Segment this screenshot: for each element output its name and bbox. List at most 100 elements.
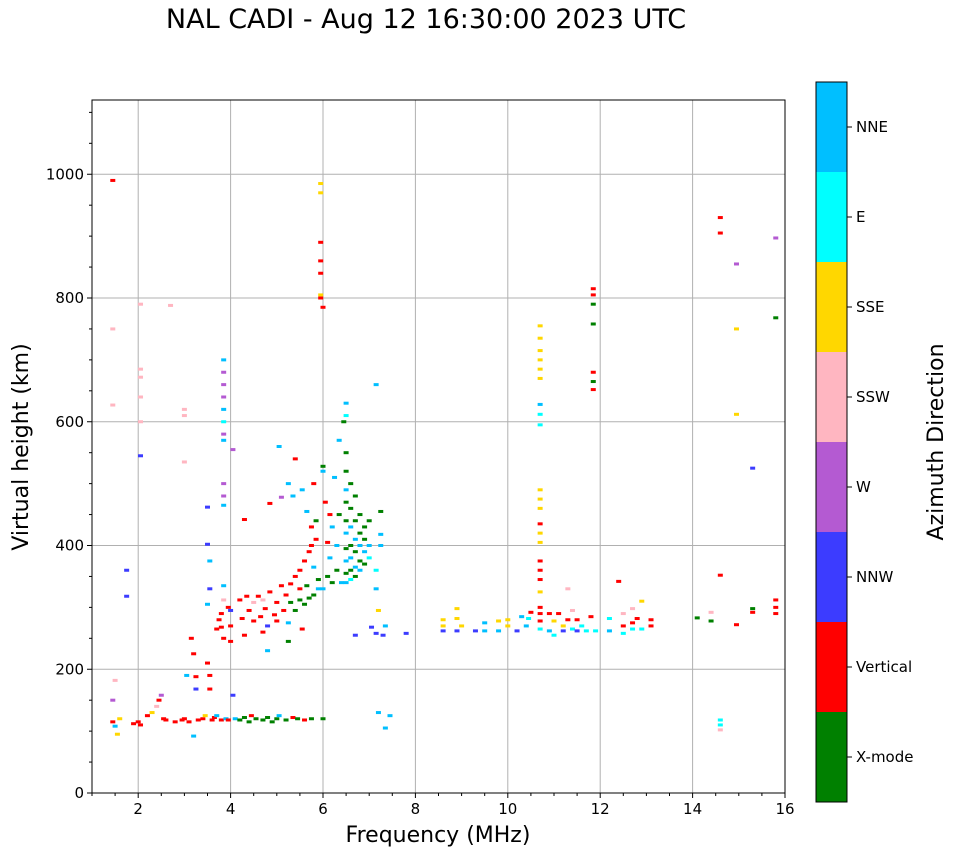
data-point (634, 617, 640, 621)
data-point (588, 615, 594, 619)
data-point (537, 612, 543, 616)
data-point (708, 619, 714, 623)
data-point (322, 500, 328, 504)
data-point (348, 525, 354, 529)
data-point (205, 602, 210, 606)
data-point (537, 627, 543, 631)
data-point (265, 716, 271, 720)
data-point (230, 693, 236, 697)
data-point (318, 182, 324, 186)
data-point (403, 631, 409, 635)
data-point (288, 582, 294, 586)
data-point (343, 451, 349, 455)
data-point (232, 717, 238, 721)
data-point (318, 296, 324, 300)
colorbar: X-mode Vertical NNW W SSW SSE E NNE (815, 81, 913, 803)
x-tick-label: 8 (411, 800, 421, 818)
data-point (260, 630, 266, 634)
data-point (149, 711, 155, 715)
data-point (221, 358, 227, 362)
data-point (241, 633, 247, 637)
colorbar-segment (816, 172, 847, 262)
data-point (590, 380, 596, 384)
data-point (537, 423, 543, 427)
data-point (630, 607, 636, 611)
chart-title: NAL CADI - Aug 12 16:30:00 2023 UTC (165, 4, 687, 35)
data-point (248, 714, 254, 718)
y-axis-label: Virtual height (km) (9, 343, 34, 550)
data-point (373, 568, 379, 572)
data-point (329, 525, 335, 529)
data-point (357, 531, 363, 535)
data-point (191, 652, 197, 656)
data-point (523, 624, 529, 628)
data-point (590, 302, 596, 306)
data-point (221, 636, 227, 640)
data-point (274, 717, 280, 721)
data-point (184, 673, 190, 677)
data-point (181, 407, 187, 411)
data-point (138, 420, 144, 424)
data-point (773, 605, 779, 609)
data-point (717, 723, 723, 727)
data-point (110, 327, 116, 331)
data-point (773, 316, 779, 320)
data-point (168, 303, 174, 307)
data-point (590, 287, 596, 291)
data-point (302, 602, 308, 606)
data-point (327, 513, 333, 517)
data-point (214, 714, 220, 718)
data-point (138, 375, 144, 379)
data-point (378, 532, 384, 536)
data-point (285, 621, 291, 625)
data-point (181, 414, 187, 418)
data-point (537, 367, 543, 371)
data-point (620, 631, 626, 635)
data-point (343, 531, 349, 535)
data-point (352, 565, 358, 569)
data-point (546, 612, 552, 616)
data-point (318, 240, 324, 244)
y-tick-label: 600 (55, 413, 84, 431)
data-point (362, 562, 368, 566)
data-point (114, 732, 120, 736)
data-point (348, 568, 354, 572)
data-point (246, 608, 252, 612)
data-point (131, 722, 137, 726)
data-point (352, 494, 358, 498)
data-point (230, 448, 236, 452)
data-point (352, 633, 358, 637)
data-point (267, 501, 273, 505)
colorbar-segment (816, 712, 847, 802)
colorbar-segment (816, 532, 847, 622)
data-point (334, 544, 340, 547)
data-point (251, 600, 257, 604)
data-point (138, 395, 144, 399)
data-point (332, 475, 338, 479)
data-point (138, 367, 144, 371)
data-point (278, 584, 284, 588)
data-point (708, 610, 714, 614)
data-point (138, 302, 144, 306)
data-point (560, 624, 566, 628)
data-point (276, 445, 282, 448)
data-point (308, 717, 314, 721)
data-point (327, 556, 333, 560)
data-point (297, 568, 303, 572)
data-point (181, 717, 187, 721)
data-point (274, 619, 280, 623)
data-point (186, 720, 192, 724)
data-point (318, 191, 324, 195)
data-point (352, 550, 358, 554)
data-point (648, 624, 654, 628)
data-point (357, 544, 363, 547)
data-point (352, 519, 358, 523)
data-point (574, 629, 580, 633)
data-point (639, 627, 645, 631)
colorbar-segment (816, 622, 847, 712)
data-point (290, 716, 296, 720)
colorbar-tick-label: SSE (856, 298, 885, 316)
data-point (221, 383, 227, 387)
data-point (733, 327, 739, 331)
